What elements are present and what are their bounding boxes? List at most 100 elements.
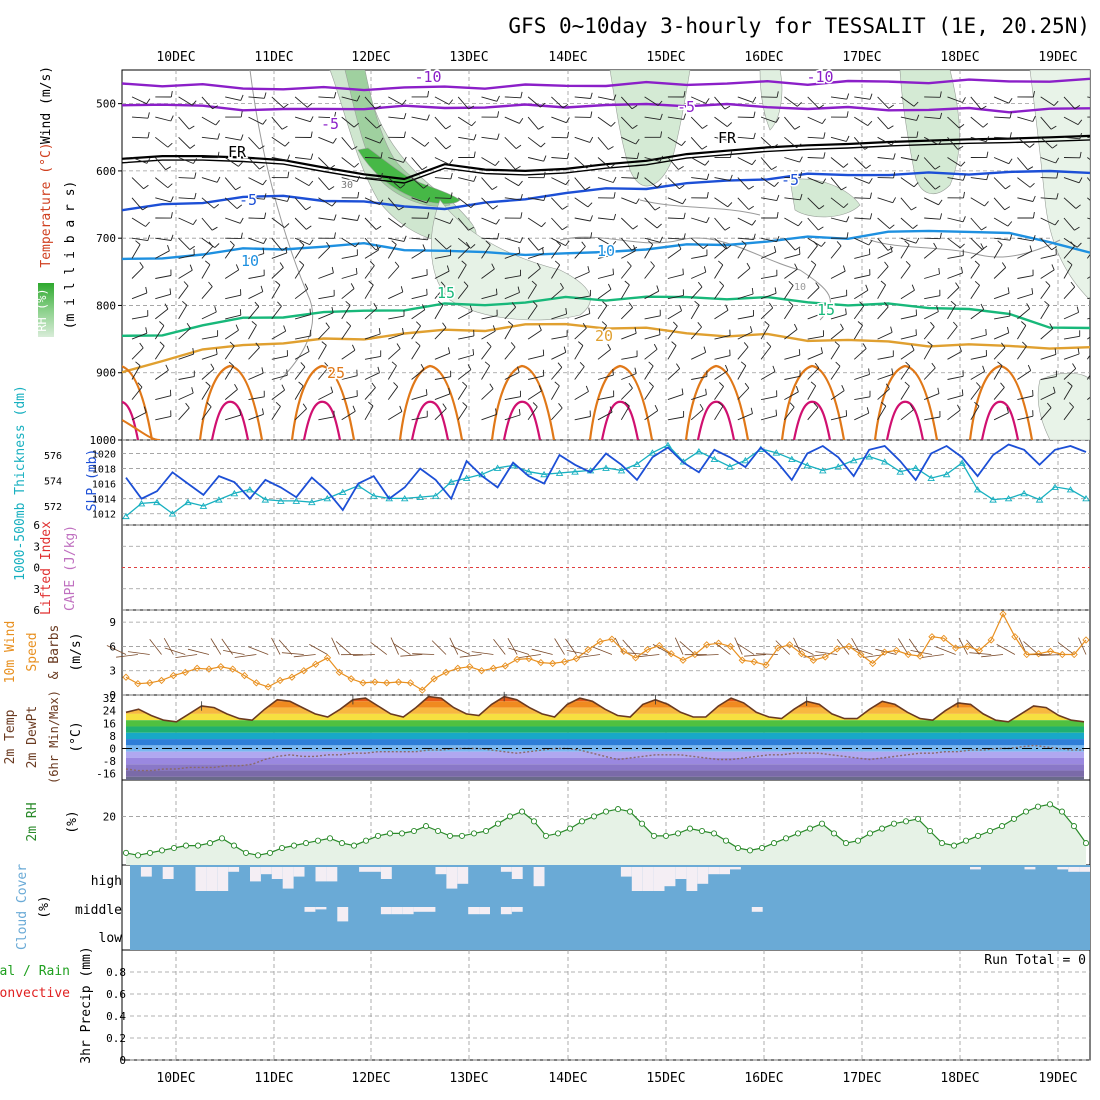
wind-barb-flag xyxy=(579,361,585,367)
wind-barb-10m xyxy=(471,651,494,655)
wind-barb-10m xyxy=(293,654,316,658)
wind-barb-flag xyxy=(235,264,240,271)
wind-barb xyxy=(504,292,520,300)
wind-barb-flag xyxy=(938,139,943,145)
wind-barb xyxy=(574,96,591,99)
ylabel-2m-dewpt: 2m DewPt xyxy=(25,706,40,769)
wind-barb-flag xyxy=(309,308,311,315)
wind-barb xyxy=(620,307,633,320)
wind-barb-flag xyxy=(846,216,850,223)
wind-barb-10m xyxy=(223,650,245,655)
wind-speed-point xyxy=(608,635,616,643)
wind-barb-flag xyxy=(891,368,894,375)
wind-barb xyxy=(621,136,636,145)
wind-barb-10m xyxy=(450,645,470,655)
wind-barb xyxy=(527,375,544,380)
wind-barb-flag xyxy=(813,402,819,408)
wind-barb-flag xyxy=(718,401,724,407)
wind-barb-flag xyxy=(868,178,873,184)
wind-barb xyxy=(597,289,612,300)
wind-barb-flag xyxy=(240,94,244,101)
wind-barb-flag xyxy=(841,186,847,191)
wind-barb-flag xyxy=(1072,363,1077,369)
wind-barb xyxy=(691,394,707,401)
wind-barb xyxy=(341,116,355,128)
wind-barb-10m xyxy=(637,654,660,658)
wind-barb-flag xyxy=(1007,287,1010,294)
wind-barb-flag xyxy=(333,91,337,99)
slp-tick: 1016 xyxy=(92,480,116,491)
wind-barb xyxy=(597,325,607,340)
wind-barb xyxy=(970,96,982,110)
wind-barb-flag xyxy=(997,361,1003,366)
wind-barb-flag xyxy=(961,389,964,396)
wind-barb xyxy=(714,355,731,360)
wind-barb xyxy=(877,355,894,360)
wind-barb-flag xyxy=(536,262,541,269)
cloud-high-bar xyxy=(686,867,698,891)
wind-barb xyxy=(947,351,962,360)
xtick-bottom: 11DEC xyxy=(254,1071,293,1086)
cloud-high-bar xyxy=(217,867,229,891)
wind-barb xyxy=(900,315,917,320)
wind-barb xyxy=(690,304,700,320)
wind-barb xyxy=(294,237,310,246)
wind-barb-flag xyxy=(281,247,288,251)
wind-barb-flag xyxy=(845,308,847,315)
wind-barb-flag xyxy=(541,222,546,228)
wind-barb-flag xyxy=(986,173,989,180)
wind-barb-flag xyxy=(868,239,873,246)
ylabel-convective: Convective xyxy=(0,986,70,1001)
rh-point xyxy=(698,827,706,835)
wind-speed-point xyxy=(1082,636,1090,644)
wind-barb xyxy=(970,386,981,400)
wind-barb-flag xyxy=(891,140,896,146)
wind-barb-flag xyxy=(262,179,267,186)
wind-barb xyxy=(1063,246,1075,259)
wind-barb-flag xyxy=(147,112,150,119)
wind-barb-flag xyxy=(192,348,195,355)
wind-barb-flag xyxy=(380,172,383,179)
wind-barb-flag xyxy=(309,116,314,122)
wind-barb-flag xyxy=(766,341,772,347)
wind-barb-10m xyxy=(852,647,873,655)
wind-barb-flag xyxy=(607,343,611,350)
wind-barb-flag xyxy=(185,402,190,409)
wind-barb-flag xyxy=(890,245,893,252)
wind-barb-flag xyxy=(1050,125,1057,130)
slp-tick: 1014 xyxy=(92,495,116,506)
rh-point xyxy=(1022,808,1030,815)
wind-barb-flag xyxy=(869,192,872,199)
wind-barb-flag xyxy=(538,385,542,392)
wind-barb xyxy=(784,96,798,107)
wind-barb-flag xyxy=(510,342,516,348)
wind-barb xyxy=(691,351,706,360)
wind-barb-flag xyxy=(938,267,940,275)
wind-barb xyxy=(970,355,987,360)
wind-barb xyxy=(248,237,264,245)
isotherm-5 xyxy=(122,169,1090,212)
wind-barb xyxy=(1040,116,1052,130)
wind-barb xyxy=(830,157,844,168)
wind-barb-flag xyxy=(562,205,568,210)
rh-point xyxy=(914,815,922,822)
wind-barb xyxy=(411,394,428,401)
wind-barb-flag xyxy=(997,240,1003,245)
wind-barb-flag xyxy=(795,386,799,392)
cloud-mid-bar xyxy=(304,907,316,912)
wind-barb xyxy=(551,264,561,279)
wind-barb-flag xyxy=(751,159,757,165)
contour-label: 25 xyxy=(327,364,345,382)
wind-barb xyxy=(1040,269,1055,279)
wind-barb xyxy=(714,116,728,127)
wind-barb-flag xyxy=(1097,385,1100,390)
wind-barb xyxy=(667,116,684,120)
wind-barb-flag xyxy=(659,113,663,120)
wind-barb xyxy=(1040,217,1056,226)
wind-barb xyxy=(853,305,865,320)
wind-barb-flag xyxy=(447,347,451,354)
wind-barb xyxy=(388,96,403,105)
wind-barb xyxy=(178,197,195,200)
isotherm-25-lobe xyxy=(780,364,846,440)
wind-barb-flag xyxy=(939,232,942,239)
